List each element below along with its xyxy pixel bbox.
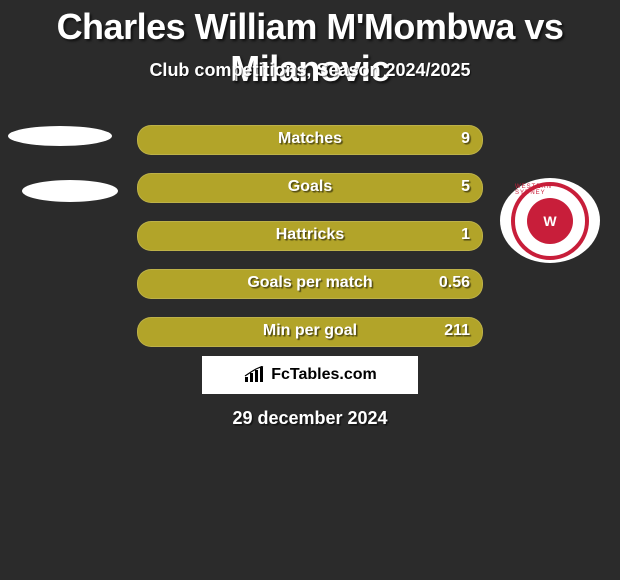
stat-row: Hattricks1 [137,221,483,251]
stat-value: 0.56 [439,274,470,292]
watermark-text: FcTables.com [271,366,377,384]
right-club-badge: WESTERN SYDNEY W [500,178,600,263]
stat-value: 5 [461,178,470,196]
stat-value: 9 [461,130,470,148]
stats-comparison-card: Charles William M'Mombwa vs Milanovic Cl… [0,0,620,580]
watermark-chart-icon [243,366,265,384]
stat-row: Matches9 [137,125,483,155]
stat-row: Goals5 [137,173,483,203]
club-badge-monogram: W [543,213,556,229]
watermark: FcTables.com [202,356,418,394]
stat-bars: Matches9 Goals5 Hattricks1 Goals per match0… [137,125,483,365]
stat-label: Goals [138,178,482,196]
stat-label: Hattricks [138,226,482,244]
stat-value: 1 [461,226,470,244]
date-line: 29 december 2024 [0,408,620,429]
stat-label: Goals per match [138,274,482,292]
subtitle: Club competitions, Season 2024/2025 [0,60,620,81]
club-badge-core: W [527,198,573,244]
stat-label: Matches [138,130,482,148]
stat-row: Goals per match0.56 [137,269,483,299]
stat-label: Min per goal [138,322,482,340]
left-player-ellipse-1 [8,126,112,146]
stat-row: Min per goal211 [137,317,483,347]
club-badge-ring: WESTERN SYDNEY W [511,182,589,260]
left-player-ellipse-2 [22,180,118,202]
club-badge-ring-text: WESTERN SYDNEY [515,184,585,196]
stat-value: 211 [444,322,470,340]
